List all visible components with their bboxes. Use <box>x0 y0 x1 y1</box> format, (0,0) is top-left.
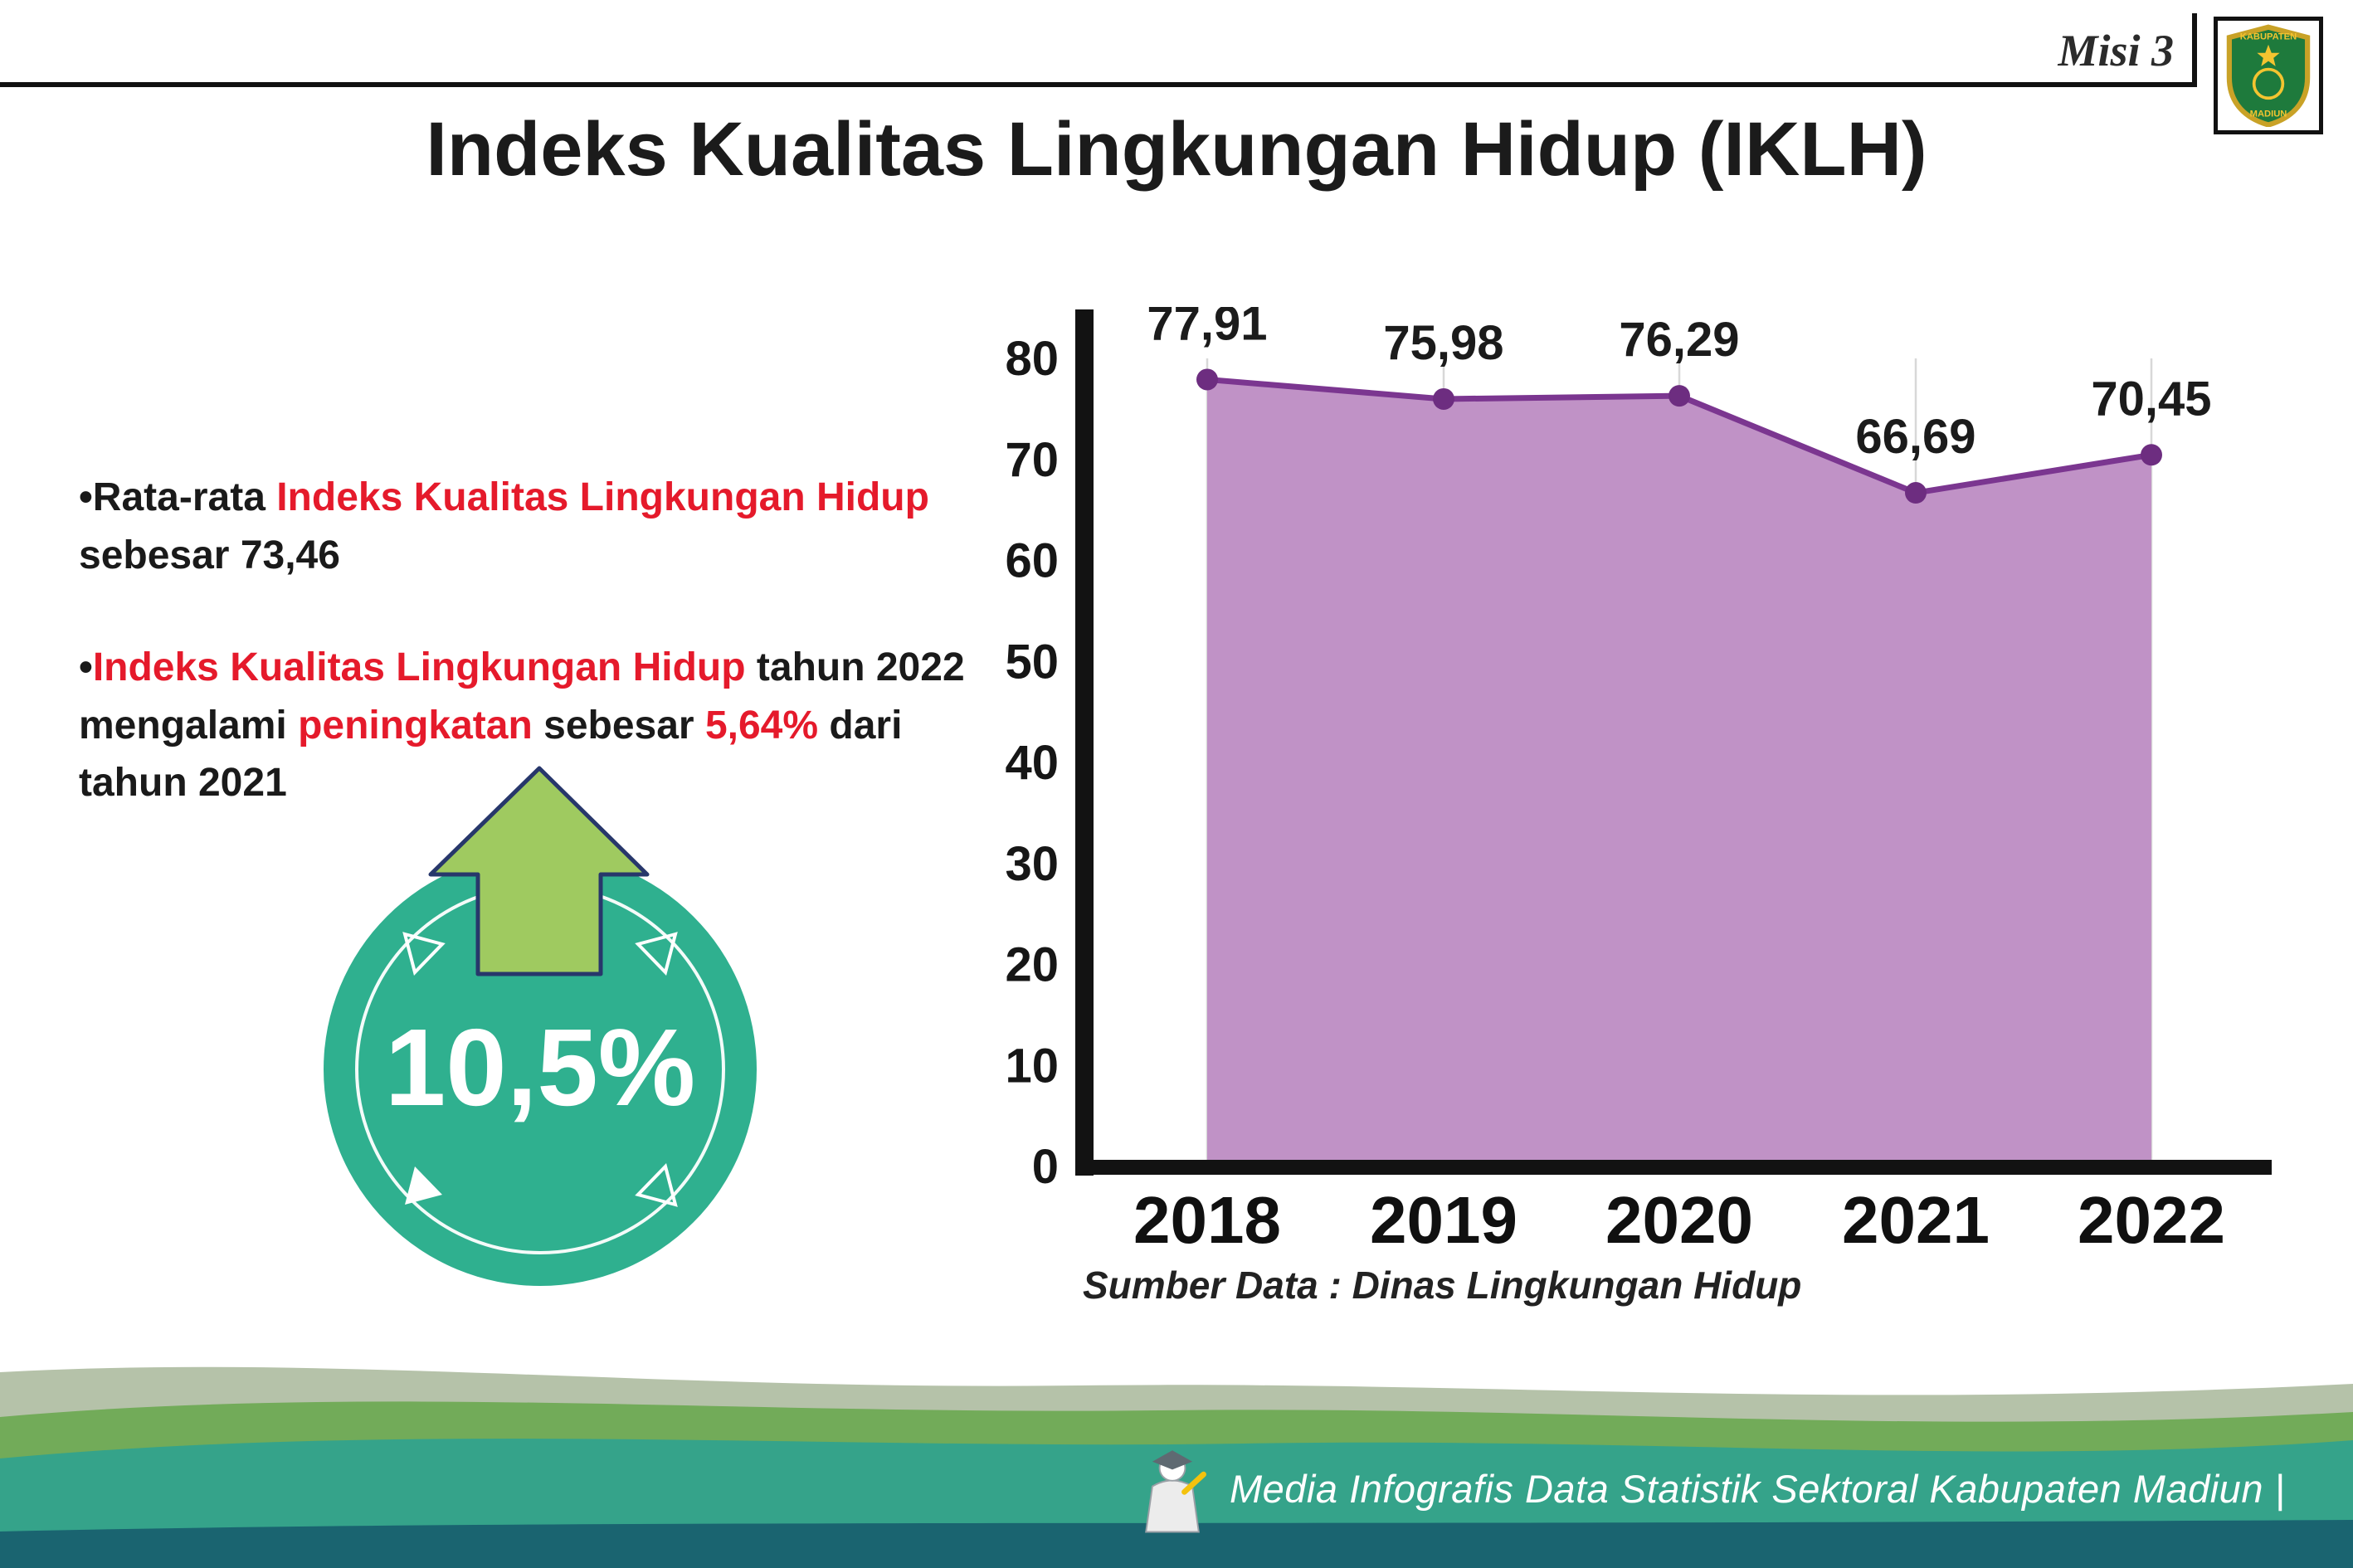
misi-label: Misi 3 <box>2058 26 2174 75</box>
bullet-text-highlight: Indeks Kualitas Lingkungan Hidup <box>92 645 746 690</box>
data-source-note: Sumber Data : Dinas Lingkungan Hidup <box>1083 1264 1802 1307</box>
increase-badge <box>324 766 757 1286</box>
chart-point <box>1905 482 1927 504</box>
y-tick-label: 50 <box>1005 635 1059 689</box>
chart-point-label: 66,69 <box>1855 410 1975 464</box>
chart-y-axis <box>1075 309 1094 1176</box>
badge-circle <box>324 853 757 1286</box>
y-tick-label: 70 <box>1005 433 1059 487</box>
chart-point-label: 77,91 <box>1147 307 1267 350</box>
y-tick-label: 20 <box>1005 938 1059 992</box>
page-title: Indeks Kualitas Lingkungan Hidup (IKLH) <box>426 107 1927 192</box>
bullet-text: sebesar <box>532 703 705 747</box>
chart-area <box>1207 379 2151 1166</box>
chart-point <box>1669 385 1690 407</box>
crest-bottom-text: MADIUN <box>2250 110 2287 119</box>
crest-shield <box>2226 24 2311 127</box>
mascot-cap <box>1152 1450 1193 1470</box>
chart-x-axis <box>1075 1160 2272 1175</box>
y-tick-label: 10 <box>1005 1039 1059 1093</box>
bullet-text-highlight: peningkatan <box>298 703 533 747</box>
chart-point-label: 75,98 <box>1383 316 1503 370</box>
bullet-text: •Rata-rata <box>79 475 277 519</box>
increase-percentage: 10,5% <box>384 1006 696 1128</box>
y-tick-label: 80 <box>1005 332 1059 386</box>
bullet-text-highlight: 5,64% <box>704 703 819 747</box>
iklh-area-chart: 77,91 75,98 76,29 66,69 70,45 0 10 20 30 40 50 60 70… <box>1005 307 2272 1257</box>
bullet-text: tahun 2021 <box>79 761 287 806</box>
x-tick-label: 2020 <box>1605 1183 1753 1257</box>
top-rule-line <box>0 82 2197 87</box>
crest-ring <box>2252 67 2285 100</box>
top-rule-corner <box>2192 13 2197 87</box>
y-tick-label: 0 <box>1032 1140 1059 1194</box>
bullet-average-iklh: •Rata-rata Indeks Kualitas Lingkungan Hi… <box>79 469 1041 584</box>
key-points: •Rata-rata Indeks Kualitas Lingkungan Hi… <box>79 469 1041 867</box>
badge-triangle-icon <box>635 1163 678 1207</box>
mascot-icon <box>1145 1450 1206 1533</box>
badge-triangle-icon <box>635 932 678 976</box>
chart-point-label: 70,45 <box>2091 372 2211 426</box>
chart-point <box>1196 368 1218 391</box>
bullet-text: dari <box>818 703 903 747</box>
bullet-text: • <box>79 645 93 690</box>
crest-top-text: KABUPATEN <box>2240 32 2297 42</box>
mascot-pencil <box>1181 1471 1206 1495</box>
up-arrow-icon <box>428 766 650 976</box>
y-tick-label: 40 <box>1005 736 1059 790</box>
bullet-text: tahun 2022 <box>745 645 965 690</box>
chart-point <box>1433 387 1454 410</box>
footer-credit-block: Media Infografis Data Statistik Sektoral… <box>1128 1442 2285 1535</box>
logo-frame: KABUPATEN MADIUN <box>2214 17 2323 134</box>
x-tick-label: 2018 <box>1133 1183 1281 1257</box>
footer-wave-dark <box>0 1520 2353 1568</box>
badge-triangle-icon <box>405 1166 442 1205</box>
chart-point-label: 76,29 <box>1619 313 1739 367</box>
y-tick-label: 60 <box>1005 534 1059 588</box>
x-tick-label: 2022 <box>2078 1183 2225 1257</box>
x-tick-label: 2019 <box>1370 1183 1518 1257</box>
footer-credit-text: Media Infografis Data Statistik Sektoral… <box>1230 1466 2286 1511</box>
crest-star-icon <box>2257 44 2280 66</box>
bullet-text: sebesar 73,46 <box>79 533 340 577</box>
bullet-text: mengalami <box>79 703 299 747</box>
bullet-text-highlight: Indeks Kualitas Lingkungan Hidup <box>276 475 929 519</box>
bullet-iklh-increase: •Indeks Kualitas Lingkungan Hidup tahun … <box>79 639 1041 812</box>
chart-point <box>2141 444 2162 466</box>
x-tick-label: 2021 <box>1842 1183 1990 1257</box>
badge-triangle-icon <box>402 932 446 976</box>
y-tick-label: 30 <box>1005 837 1059 891</box>
kabupaten-madiun-crest-icon: KABUPATEN MADIUN <box>2226 24 2311 127</box>
